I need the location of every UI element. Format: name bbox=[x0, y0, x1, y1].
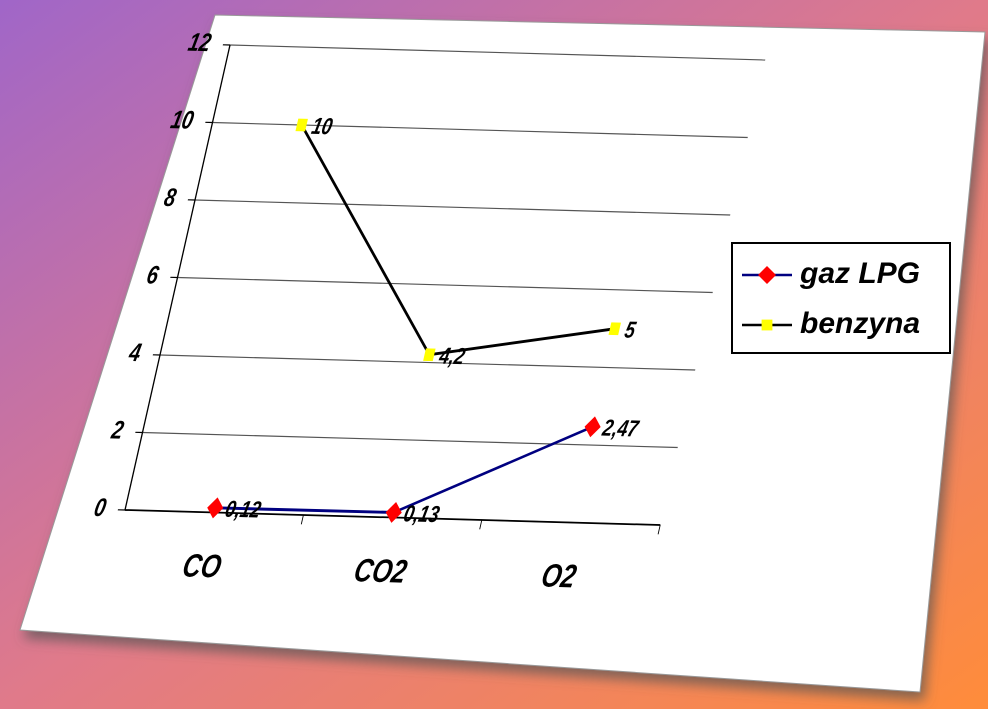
legend: gaz LPG benzyna bbox=[731, 242, 951, 354]
marker bbox=[608, 322, 621, 336]
grid-line bbox=[177, 276, 713, 294]
grid-line bbox=[229, 44, 766, 61]
legend-label: gaz LPG bbox=[799, 257, 920, 290]
legend-box bbox=[731, 242, 951, 354]
data-label: 0,13 bbox=[401, 501, 442, 527]
grid-line bbox=[159, 354, 696, 371]
x-tick-label: CO bbox=[179, 548, 225, 585]
y-axis bbox=[124, 44, 231, 511]
marker bbox=[295, 118, 308, 132]
marker bbox=[584, 416, 601, 438]
marker bbox=[207, 497, 224, 519]
grid-line bbox=[142, 431, 678, 449]
data-label: 2,47 bbox=[599, 416, 641, 442]
chart-panel bbox=[19, 14, 986, 693]
x-tick bbox=[300, 514, 304, 525]
data-label: 4,2 bbox=[436, 344, 468, 370]
x-tick bbox=[479, 519, 483, 530]
data-label: 0,12 bbox=[223, 497, 264, 523]
marker bbox=[385, 501, 402, 523]
x-tick bbox=[657, 524, 661, 535]
legend-label: benzyna bbox=[800, 307, 920, 340]
x-tick-label: CO2 bbox=[351, 552, 411, 590]
grid-line bbox=[194, 199, 731, 216]
marker bbox=[761, 319, 773, 331]
marker bbox=[423, 348, 436, 362]
marker bbox=[758, 266, 776, 284]
